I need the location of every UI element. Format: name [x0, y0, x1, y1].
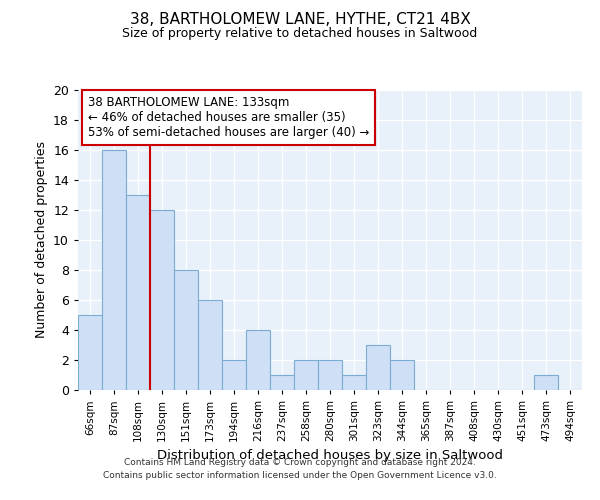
Bar	[222, 360, 246, 390]
Bar	[174, 270, 198, 390]
Text: Size of property relative to detached houses in Saltwood: Size of property relative to detached ho…	[122, 28, 478, 40]
Bar	[342, 375, 366, 390]
Text: 38, BARTHOLOMEW LANE, HYTHE, CT21 4BX: 38, BARTHOLOMEW LANE, HYTHE, CT21 4BX	[130, 12, 470, 28]
Bar	[318, 360, 342, 390]
X-axis label: Distribution of detached houses by size in Saltwood: Distribution of detached houses by size …	[157, 450, 503, 462]
Bar	[198, 300, 222, 390]
Bar	[366, 345, 390, 390]
Bar	[390, 360, 414, 390]
Y-axis label: Number of detached properties: Number of detached properties	[35, 142, 47, 338]
Text: 38 BARTHOLOMEW LANE: 133sqm
← 46% of detached houses are smaller (35)
53% of sem: 38 BARTHOLOMEW LANE: 133sqm ← 46% of det…	[88, 96, 370, 139]
Bar	[126, 195, 150, 390]
Bar	[150, 210, 174, 390]
Bar	[270, 375, 294, 390]
Bar	[294, 360, 318, 390]
Bar	[102, 150, 126, 390]
Bar	[78, 315, 102, 390]
Text: Contains HM Land Registry data © Crown copyright and database right 2024.
Contai: Contains HM Land Registry data © Crown c…	[103, 458, 497, 480]
Bar	[246, 330, 270, 390]
Bar	[534, 375, 558, 390]
